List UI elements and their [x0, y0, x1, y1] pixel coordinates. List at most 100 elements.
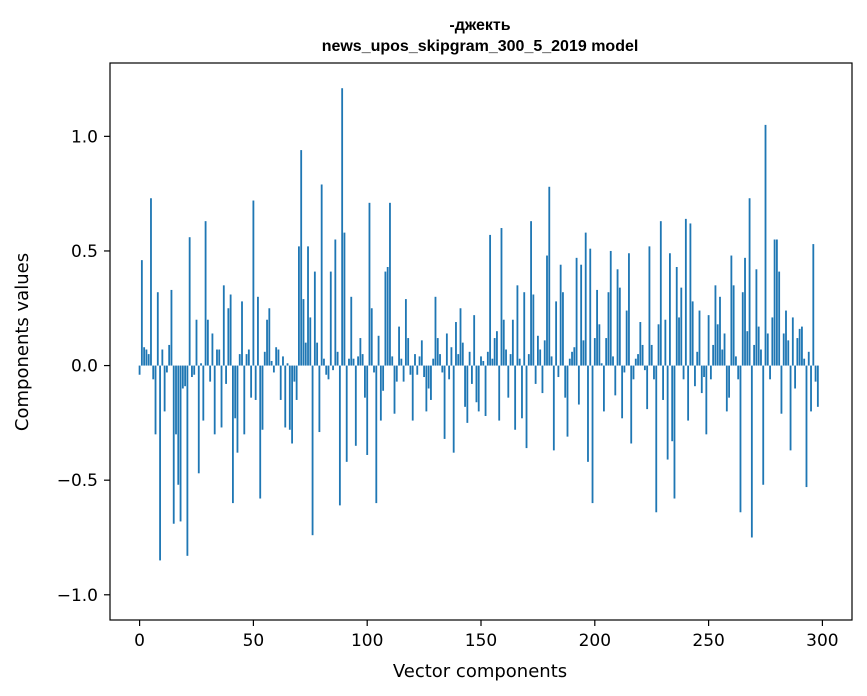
bar-56: [266, 319, 268, 366]
bar-295: [810, 365, 812, 412]
bar-270: [753, 344, 756, 366]
bar-152: [484, 365, 487, 416]
y-tick-label: −1.0: [57, 586, 98, 606]
bar-53: [259, 365, 262, 499]
bar-59: [272, 365, 275, 373]
y-axis-ticks: −1.0 −0.5 0.0 0.5 1.0: [57, 127, 110, 606]
bar-149: [477, 365, 480, 412]
bar-179: [546, 255, 548, 366]
bar-153: [486, 351, 489, 366]
bar-266: [744, 257, 746, 366]
bar-series: [138, 88, 819, 561]
bar-285: [787, 340, 790, 366]
bar-60: [275, 347, 278, 366]
bar-298: [816, 365, 819, 407]
bar-163: [509, 354, 512, 366]
bar-198: [589, 248, 592, 366]
bar-202: [598, 324, 601, 366]
bar-282: [780, 365, 783, 414]
bar-291: [801, 326, 803, 366]
bar-18: [179, 365, 182, 522]
chart-title: -джекть: [449, 17, 510, 34]
bar-287: [791, 317, 794, 366]
bar-81: [323, 358, 325, 366]
bar-169: [523, 292, 526, 366]
bar-80: [320, 184, 323, 366]
bar-197: [587, 365, 589, 462]
bar-148: [475, 365, 478, 403]
bar-171: [527, 354, 530, 366]
bar-250: [707, 315, 710, 366]
bar-61: [277, 349, 280, 366]
bar-206: [607, 292, 610, 366]
bar-150: [480, 356, 482, 366]
bar-29: [204, 221, 207, 366]
bar-133: [441, 365, 444, 373]
bar-2: [143, 347, 146, 366]
bar-233: [669, 253, 671, 366]
bar-208: [612, 356, 614, 366]
bar-6: [152, 365, 155, 380]
bar-84: [329, 271, 332, 366]
bar-166: [516, 285, 519, 366]
bar-251: [709, 365, 712, 380]
bar-293: [805, 365, 808, 488]
bar-240: [684, 218, 687, 366]
bar-71: [300, 150, 303, 366]
bar-121: [414, 354, 416, 366]
bar-262: [735, 356, 737, 366]
bar-210: [616, 269, 619, 366]
bar-136: [448, 365, 451, 380]
bar-126: [425, 365, 428, 412]
bar-245: [696, 351, 699, 366]
bar-1: [140, 260, 143, 366]
bar-234: [671, 365, 674, 442]
bar-79: [318, 365, 321, 433]
bar-102: [370, 308, 373, 366]
bar-95: [354, 365, 357, 446]
bar-286: [789, 365, 792, 451]
bar-120: [411, 365, 414, 421]
bar-181: [550, 356, 553, 366]
bar-27: [200, 363, 202, 366]
bar-135: [445, 333, 448, 366]
bar-62: [279, 365, 282, 400]
y-tick-label: 0.5: [71, 242, 98, 262]
bar-275: [764, 124, 767, 366]
bar-146: [470, 365, 473, 384]
bar-141: [459, 308, 462, 366]
bar-43: [236, 365, 239, 453]
bar-214: [625, 310, 628, 366]
y-tick-label: 0.0: [71, 357, 98, 377]
bar-123: [418, 356, 421, 366]
bar-51: [254, 365, 257, 400]
x-tick-label: 150: [465, 631, 497, 651]
bar-265: [741, 292, 744, 366]
bar-160: [502, 319, 505, 366]
bar-138: [452, 365, 455, 453]
bar-100: [366, 365, 369, 455]
bar-139: [455, 322, 457, 366]
bar-58: [270, 360, 273, 366]
bar-16: [175, 365, 177, 435]
bar-114: [398, 326, 400, 366]
bar-246: [698, 310, 701, 366]
x-axis-ticks: 0 50 100 150 200 250 300: [134, 620, 839, 651]
bar-232: [666, 365, 669, 460]
bar-217: [632, 365, 635, 380]
bar-3: [145, 349, 148, 366]
bar-140: [457, 354, 460, 366]
bar-47: [245, 354, 248, 366]
bar-34: [216, 349, 218, 366]
bar-69: [295, 365, 298, 400]
bar-180: [548, 186, 551, 366]
bar-200: [593, 338, 596, 366]
bar-225: [650, 344, 653, 366]
bar-14: [170, 289, 173, 366]
bar-46: [243, 365, 246, 435]
bar-221: [641, 344, 644, 366]
x-tick-label: 200: [579, 631, 611, 651]
bar-196: [584, 232, 587, 366]
bar-161: [505, 349, 507, 366]
bar-269: [750, 365, 753, 538]
